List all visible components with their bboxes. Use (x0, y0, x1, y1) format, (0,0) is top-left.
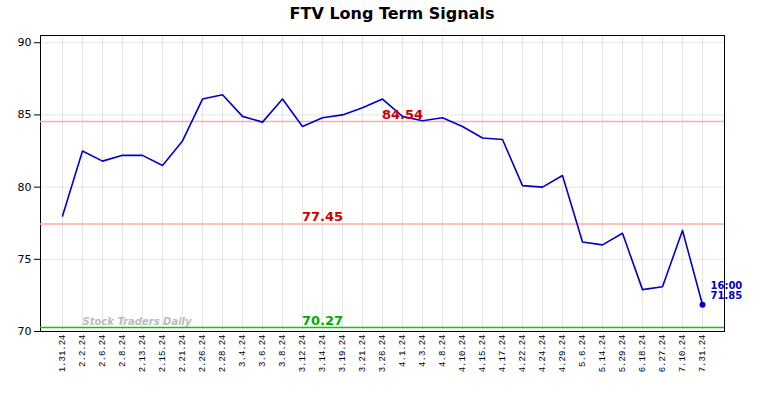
svg-text:80: 80 (18, 181, 32, 194)
svg-text:3.4.24: 3.4.24 (238, 335, 248, 367)
html-text:FTV Long Term Signals: FTV Long Term Signals (289, 4, 495, 23)
svg-text:3.26.24: 3.26.24 (378, 335, 388, 373)
svg-text:16:0071.85: 16:0071.85 (711, 280, 743, 301)
svg-text:3.6.24: 3.6.24 (258, 335, 268, 367)
svg-text:5.6.24: 5.6.24 (578, 335, 588, 367)
svg-text:90: 90 (18, 36, 32, 49)
svg-text:4.24.24: 4.24.24 (538, 335, 548, 373)
svg-text:4.8.24: 4.8.24 (438, 335, 448, 367)
svg-text:1.31.24: 1.31.24 (58, 335, 68, 373)
svg-text:3.8.24: 3.8.24 (278, 335, 288, 367)
svg-text:4.17.24: 4.17.24 (498, 335, 508, 373)
svg-text:4.1.24: 4.1.24 (398, 335, 408, 367)
svg-text:3.12.24: 3.12.24 (298, 335, 308, 373)
svg-text:4.29.24: 4.29.24 (558, 335, 568, 373)
svg-text:70.27: 70.27 (302, 313, 343, 328)
svg-text:84.54: 84.54 (382, 107, 423, 122)
svg-text:7.10.24: 7.10.24 (678, 335, 688, 373)
svg-text:2.28.24: 2.28.24 (218, 335, 228, 373)
svg-text:2.2.24: 2.2.24 (78, 335, 88, 367)
svg-text:7.31.24: 7.31.24 (698, 335, 708, 373)
svg-text:4.3.24: 4.3.24 (418, 335, 428, 367)
svg-text:3.21.24: 3.21.24 (358, 335, 368, 373)
svg-text:Stock Traders Daily: Stock Traders Daily (83, 316, 193, 327)
svg-text:6.18.24: 6.18.24 (638, 335, 648, 373)
svg-text:77.45: 77.45 (302, 209, 343, 224)
svg-text:85: 85 (18, 108, 32, 121)
svg-text:4.10.24: 4.10.24 (458, 335, 468, 373)
svg-text:6.27.24: 6.27.24 (658, 335, 668, 373)
svg-text:4.15.24: 4.15.24 (478, 335, 488, 373)
svg-text:3.14.24: 3.14.24 (318, 335, 328, 373)
svg-text:2.21.24: 2.21.24 (178, 335, 188, 373)
svg-text:2.13.24: 2.13.24 (138, 335, 148, 373)
svg-text:5.29.24: 5.29.24 (618, 335, 628, 373)
svg-text:2.8.24: 2.8.24 (118, 335, 128, 367)
svg-text:4.22.24: 4.22.24 (518, 335, 528, 373)
svg-text:3.19.24: 3.19.24 (338, 335, 348, 373)
svg-text:75: 75 (18, 253, 32, 266)
svg-text:2.26.24: 2.26.24 (198, 335, 208, 373)
svg-text:2.15.24: 2.15.24 (158, 335, 168, 373)
svg-text:70: 70 (18, 325, 32, 338)
svg-text:5.14.24: 5.14.24 (598, 335, 608, 373)
svg-text:2.6.24: 2.6.24 (98, 335, 108, 367)
